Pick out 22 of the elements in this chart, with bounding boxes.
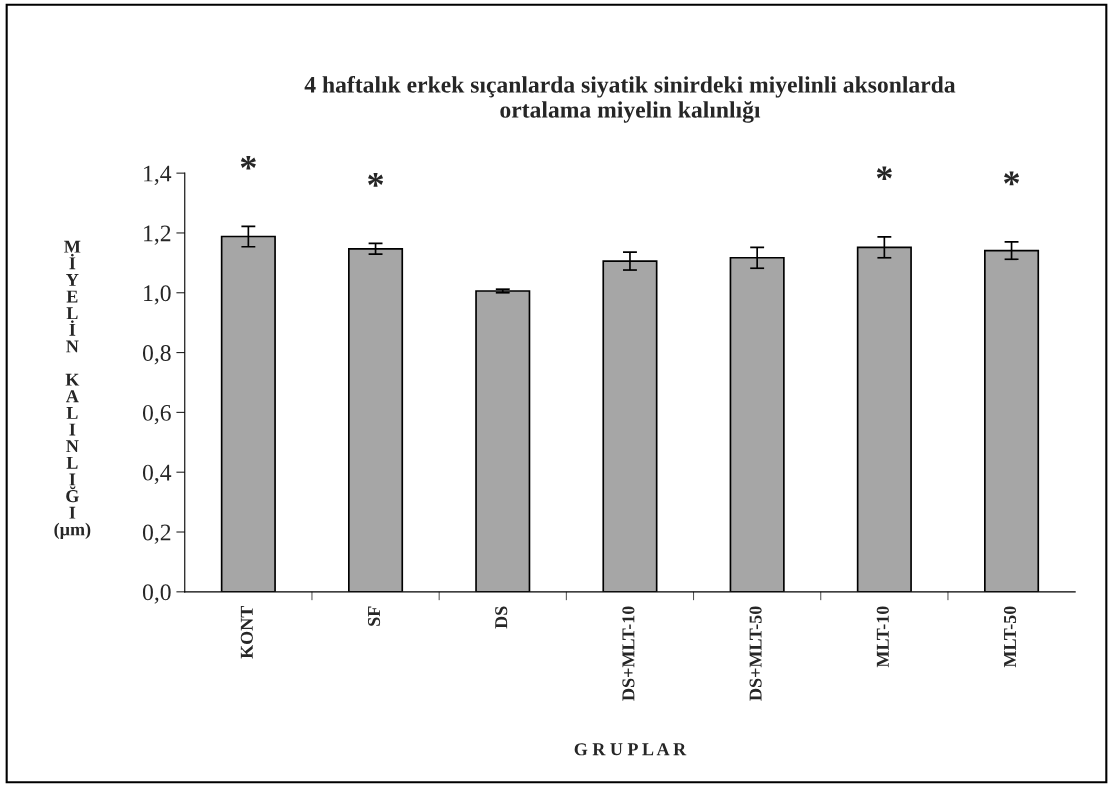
x-tick-label: SF	[367, 606, 381, 626]
y-tick-label: 0,6	[142, 404, 171, 425]
y-tick-label: 0,0	[142, 584, 171, 604]
x-tick-label: MLT-50	[1003, 606, 1017, 668]
data-label: *	[1004, 171, 1020, 186]
data-label: *	[240, 155, 256, 170]
y-tick-label: 0,4	[142, 464, 172, 485]
x-tick-label: DS+MLT-10	[622, 606, 635, 701]
y-tick-label: 0,2	[142, 524, 171, 544]
y-tick-label: 1,2	[144, 225, 171, 245]
x-tick-label: DS	[495, 606, 508, 629]
x-axis-title: G R U P L A R	[574, 743, 687, 756]
y-tick-label: 0,8	[142, 345, 171, 365]
data-label: *	[368, 173, 384, 187]
x-tick-label: KONT	[240, 605, 253, 659]
x-tick-label: MLT-10	[876, 606, 889, 668]
y-tick-label: 1,4	[144, 165, 172, 185]
y-tick-label: 1,0	[144, 285, 171, 305]
x-tick-label: DS+MLT-50	[749, 606, 762, 701]
data-label: *	[876, 166, 892, 181]
chart-title: 4 haftalık erkek sıçanlarda siyatik sinirdeki miyelinli aksonlarda ortalama miyelin kalınlığı	[304, 75, 956, 123]
text: MİYELİN KALINLIĞI (µm)	[54, 240, 91, 540]
